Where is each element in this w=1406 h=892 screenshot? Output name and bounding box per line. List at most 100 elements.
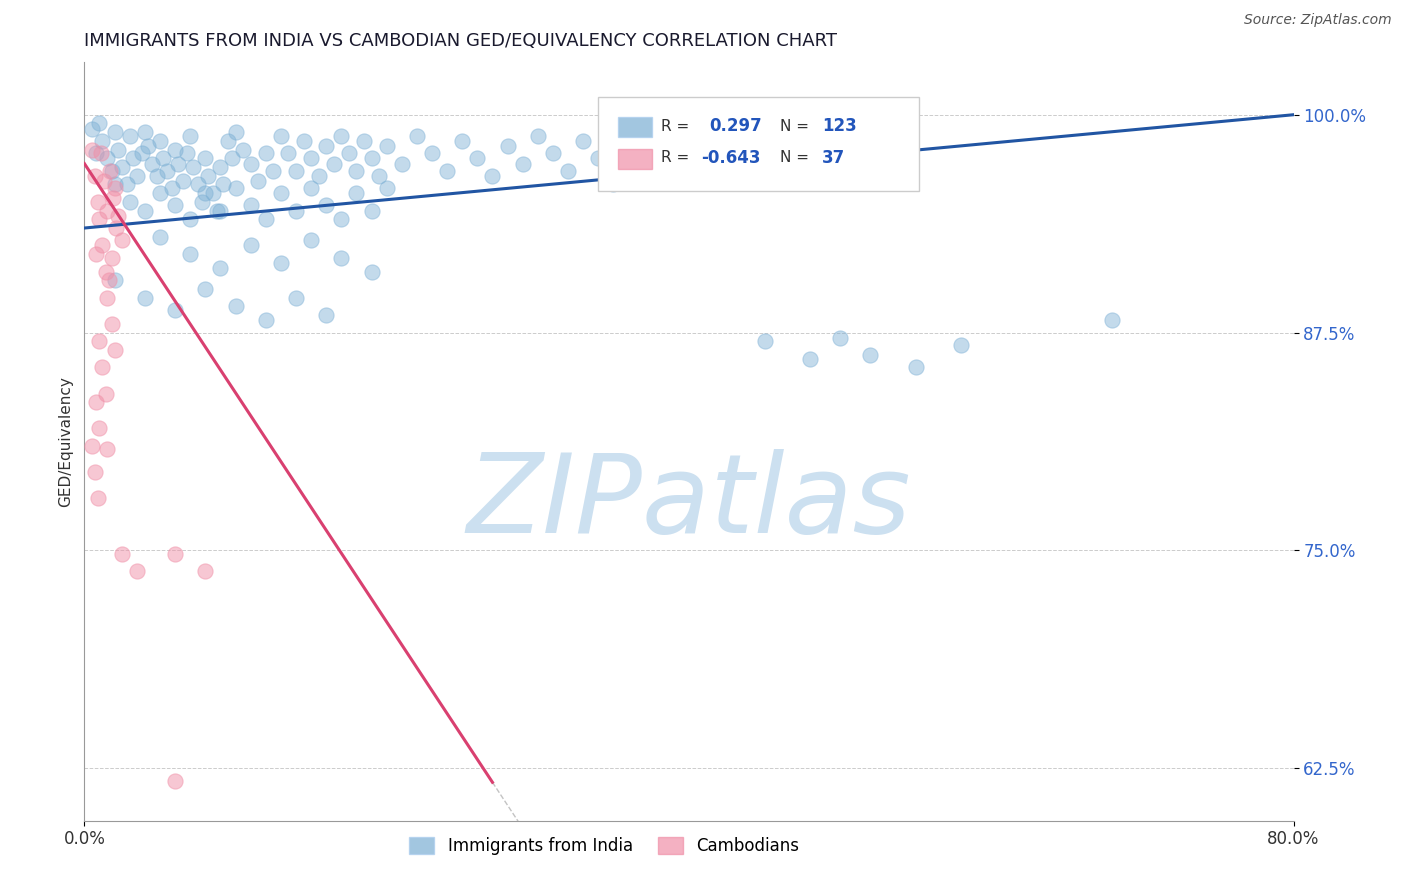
Point [89,116,111,130]
Point [127,565,149,579]
Point [179,128,201,143]
Point [104,343,127,357]
Point [104,178,127,192]
Text: 0.297: 0.297 [710,117,762,135]
Point [277,146,299,161]
Point [84,465,107,479]
Point [285,203,308,218]
Point [191,194,214,209]
Point [225,181,247,195]
FancyBboxPatch shape [617,117,652,136]
Point [436,163,458,178]
Point [239,156,262,170]
Point [467,151,489,165]
Point [225,125,247,139]
Point [602,178,624,192]
Point [86,395,108,409]
Point [617,146,640,161]
Point [149,229,172,244]
Point [111,233,134,247]
Point [100,317,122,331]
Text: N =: N = [780,151,808,165]
Point [262,163,284,178]
Point [285,163,308,178]
Legend: Immigrants from India, Cambodians: Immigrants from India, Cambodians [402,830,806,862]
Point [308,169,330,183]
Point [94,264,117,278]
Point [360,151,382,165]
Point [131,146,153,161]
Point [420,146,443,161]
Point [156,163,179,178]
Point [80,143,103,157]
Point [527,128,550,143]
Point [950,338,973,352]
Point [360,264,382,278]
Point [165,302,187,317]
Point [299,181,322,195]
Point [100,163,122,178]
Text: ZIPatlas: ZIPatlas [467,449,911,556]
Point [165,547,187,561]
Point [346,186,368,201]
Point [194,282,217,296]
Point [299,151,322,165]
Point [90,146,112,161]
Point [89,334,111,349]
Point [217,134,239,148]
Point [346,163,368,178]
Point [94,386,117,401]
Point [104,273,127,287]
Point [633,163,655,178]
Point [247,174,270,188]
Point [111,160,134,174]
Point [368,169,391,183]
Point [86,247,108,261]
Point [167,156,190,170]
Point [315,139,337,153]
Point [799,351,821,366]
Point [239,198,262,212]
Point [87,194,110,209]
Text: N =: N = [780,119,808,134]
Point [149,186,172,201]
Y-axis label: GED/Equivalency: GED/Equivalency [58,376,73,507]
Point [96,151,118,165]
Point [285,291,308,305]
Text: IMMIGRANTS FROM INDIA VS CAMBODIAN GED/EQUIVALENCY CORRELATION CHART: IMMIGRANTS FROM INDIA VS CAMBODIAN GED/E… [84,32,838,50]
Point [104,125,127,139]
Point [172,174,194,188]
Point [221,151,243,165]
Point [91,360,114,375]
Point [270,128,292,143]
Point [830,331,852,345]
Point [375,181,398,195]
Point [337,146,360,161]
Point [115,178,138,192]
Point [84,169,107,183]
Point [353,134,375,148]
Point [91,134,114,148]
Text: R =: R = [661,151,689,165]
Text: Source: ZipAtlas.com: Source: ZipAtlas.com [1244,13,1392,28]
Point [212,178,235,192]
Point [557,163,579,178]
Point [89,421,111,435]
Text: 37: 37 [823,149,845,167]
Point [254,212,277,227]
Point [179,247,201,261]
Point [322,156,344,170]
Point [209,203,232,218]
Point [254,313,277,327]
Point [299,233,322,247]
Point [165,773,187,788]
Point [165,143,187,157]
Point [754,334,776,349]
Point [118,128,141,143]
Point [270,256,292,270]
Point [91,238,114,252]
Point [330,128,353,143]
Point [181,160,204,174]
Point [165,198,187,212]
Point [98,163,121,178]
